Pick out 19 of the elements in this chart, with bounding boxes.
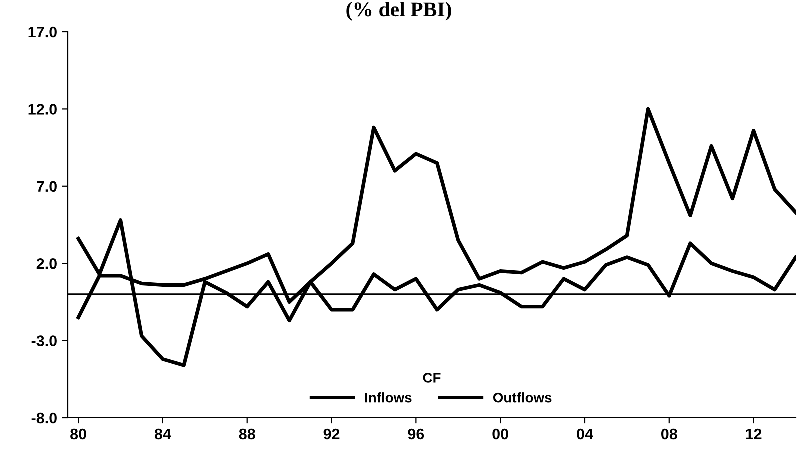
chart-title: (% del PBI) [346, 2, 452, 21]
y-tick-label: -8.0 [32, 412, 57, 424]
x-tick-label: 08 [662, 428, 678, 440]
x-tick-label: 92 [324, 428, 340, 440]
y-tick-label: 2.0 [36, 258, 57, 270]
x-tick-label: 88 [239, 428, 256, 440]
y-tick-label: 7.0 [37, 181, 57, 192]
y-tick-label: 12.0 [28, 104, 57, 115]
x-tick-label: 84 [154, 428, 172, 440]
x-tick-label: 12 [746, 428, 762, 440]
legend-label: Inflows [365, 392, 412, 403]
x-tick-label: 80 [70, 428, 86, 440]
y-tick-label: -3.0 [32, 336, 57, 347]
x-tick-label: 04 [577, 428, 594, 440]
legend-label: Outflows [493, 392, 552, 403]
legend-title: CF [423, 373, 441, 383]
x-tick-label: 00 [492, 428, 508, 440]
y-tick-label: 17.0 [28, 26, 57, 38]
x-tick-label: 96 [408, 428, 424, 440]
